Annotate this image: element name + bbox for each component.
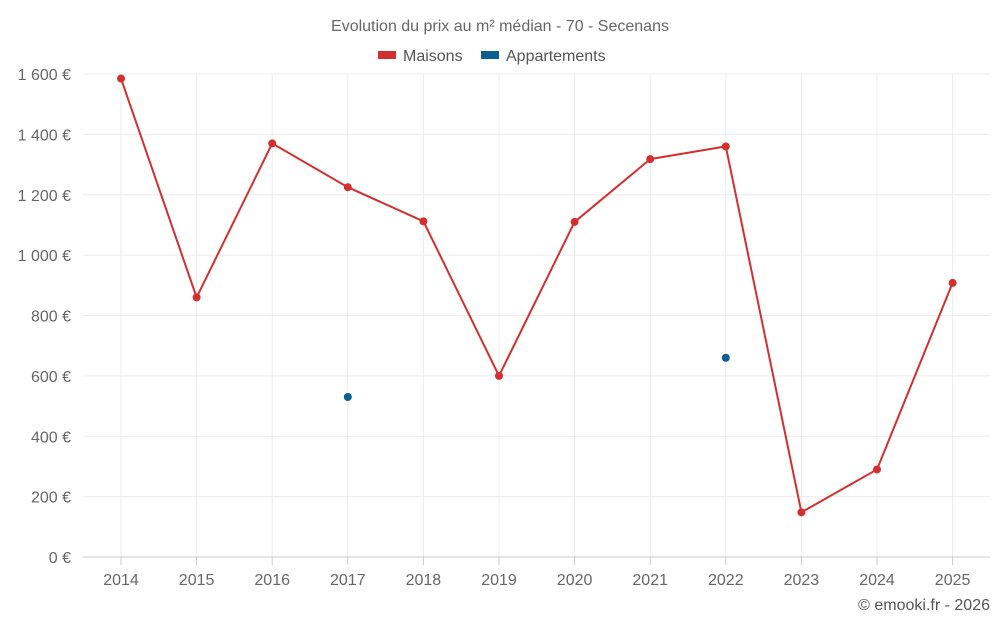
data-point[interactable]: [117, 74, 125, 83]
y-tick-label: 600 €: [31, 369, 71, 386]
y-axis: 0 € 200 € 400 € 600 € 800 € 1 000 € 1 200 € 1 4…: [18, 67, 71, 567]
data-point[interactable]: [343, 393, 352, 402]
data-point[interactable]: [646, 155, 655, 164]
series-appartements: [343, 353, 730, 402]
x-tick-label: 2016: [254, 572, 290, 589]
legend-swatch: [378, 51, 396, 59]
data-point[interactable]: [495, 371, 503, 380]
data-point[interactable]: [570, 217, 579, 226]
y-tick-label: 1 600 €: [18, 67, 71, 84]
data-point[interactable]: [797, 508, 806, 517]
credit-text: © emooki.fr - 2026: [858, 597, 990, 614]
data-point[interactable]: [721, 142, 730, 151]
legend-label: Appartements: [506, 48, 606, 65]
y-tick-label: 1 000 €: [18, 248, 71, 265]
chart-title: Evolution du prix au m² médian - 70 - Se…: [331, 18, 669, 35]
legend-item-maisons[interactable]: Maisons: [378, 48, 463, 65]
grid: [83, 73, 990, 558]
data-point[interactable]: [343, 183, 352, 192]
data-point[interactable]: [948, 278, 957, 287]
x-tick-label: 2018: [406, 572, 442, 589]
y-tick-label: 400 €: [31, 429, 71, 446]
x-tick-label: 2023: [784, 572, 820, 589]
x-tick-label: 2025: [935, 572, 971, 589]
x-tick-label: 2014: [103, 572, 139, 589]
x-tick-label: 2021: [632, 572, 668, 589]
data-point[interactable]: [419, 217, 428, 226]
series-layer: [117, 74, 957, 517]
x-tick-label: 2024: [859, 572, 895, 589]
legend: Maisons Appartements: [378, 48, 606, 65]
data-point[interactable]: [192, 293, 201, 302]
x-tick-label: 2019: [481, 572, 517, 589]
y-tick-label: 0 €: [49, 550, 71, 567]
legend-label: Maisons: [403, 48, 463, 65]
x-tick-label: 2017: [330, 572, 366, 589]
data-point[interactable]: [268, 139, 277, 148]
x-tick-label: 2022: [708, 572, 744, 589]
x-tick-label: 2015: [179, 572, 215, 589]
y-tick-label: 200 €: [31, 490, 71, 507]
legend-swatch: [481, 51, 499, 59]
x-tick-label: 2020: [557, 572, 593, 589]
data-point[interactable]: [721, 353, 730, 362]
x-axis: 2014 2015 2016 2017 2018 2019 2020 2021 2022 2023…: [83, 556, 990, 589]
legend-item-appartements[interactable]: Appartements: [481, 48, 606, 65]
y-tick-label: 1 400 €: [18, 127, 71, 144]
series-maisons: [117, 74, 957, 517]
data-point[interactable]: [873, 465, 881, 474]
series-line: [120, 78, 954, 514]
y-tick-label: 800 €: [31, 309, 71, 326]
y-tick-label: 1 200 €: [18, 188, 71, 205]
